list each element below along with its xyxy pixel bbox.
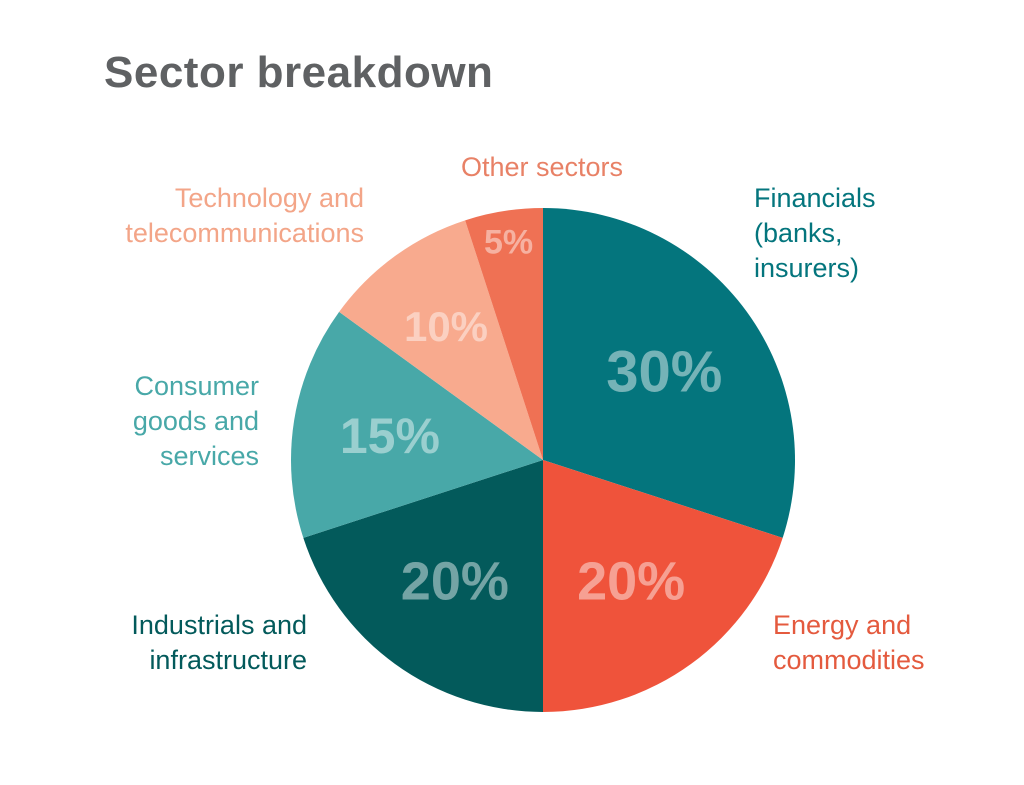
slice-value-label-energy: 20% bbox=[577, 551, 685, 611]
pie-slice-technology bbox=[339, 220, 543, 460]
slice-value-label-other: 5% bbox=[484, 224, 533, 262]
legend-label-financials: Financials (banks, insurers) bbox=[754, 183, 876, 283]
pie-slice-industrials bbox=[303, 460, 543, 712]
pie-slice-financials bbox=[543, 208, 795, 538]
legend-label-consumer: Consumer goods and services bbox=[132, 371, 259, 471]
legend-label-other: Other sectors bbox=[461, 152, 624, 182]
legend-label-energy: Energy and commodities bbox=[773, 610, 925, 675]
slice-value-label-technology: 10% bbox=[404, 303, 488, 350]
slice-value-label-consumer: 15% bbox=[340, 408, 440, 464]
slice-value-label-financials: 30% bbox=[606, 339, 722, 404]
chart-title: Sector breakdown bbox=[104, 48, 494, 97]
legend-label-technology: Technology and telecommunications bbox=[125, 183, 364, 248]
pie-slice-other bbox=[465, 208, 543, 460]
pie-slice-energy bbox=[543, 460, 783, 712]
pie-slice-consumer bbox=[291, 311, 543, 538]
legend-label-industrials: Industrials and infrastructure bbox=[131, 610, 307, 675]
slice-value-label-industrials: 20% bbox=[401, 551, 509, 611]
